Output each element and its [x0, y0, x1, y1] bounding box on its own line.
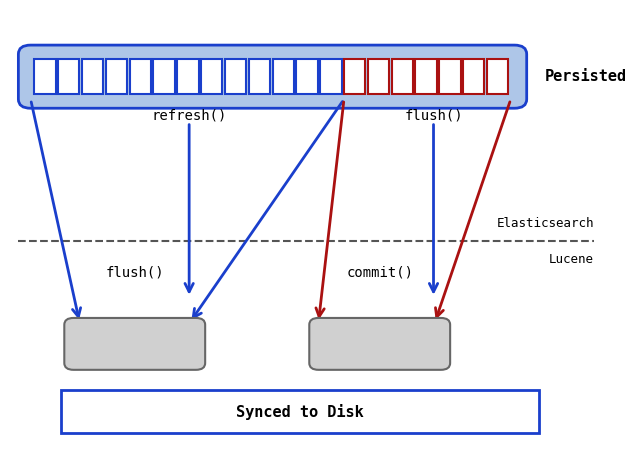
Bar [392, 59, 413, 94]
Bar [35, 59, 56, 94]
Text: Elasticsearch: Elasticsearch [497, 217, 594, 230]
Bar [129, 59, 151, 94]
Bar [201, 59, 223, 94]
Text: refresh(): refresh() [152, 108, 227, 122]
FancyBboxPatch shape [64, 318, 205, 370]
FancyBboxPatch shape [19, 45, 527, 108]
Text: commit(): commit() [346, 266, 413, 280]
Bar [487, 59, 508, 94]
Text: Synced to Disk: Synced to Disk [236, 404, 364, 419]
Text: Segment: Segment [348, 336, 412, 351]
Bar [225, 59, 246, 94]
FancyBboxPatch shape [61, 390, 539, 433]
Bar [296, 59, 317, 94]
Text: Segment: Segment [103, 336, 166, 351]
Bar [58, 59, 79, 94]
Bar [249, 59, 270, 94]
Bar [415, 59, 437, 94]
Text: flush(): flush() [404, 108, 463, 122]
Text: Persisted: Persisted [545, 69, 627, 84]
FancyBboxPatch shape [309, 318, 450, 370]
Text: Lucene: Lucene [549, 253, 594, 266]
Text: flush(): flush() [106, 266, 164, 280]
Bar [273, 59, 294, 94]
Bar [320, 59, 342, 94]
Bar [177, 59, 198, 94]
Bar [106, 59, 127, 94]
Bar [463, 59, 484, 94]
Bar [82, 59, 103, 94]
Bar [344, 59, 365, 94]
Bar [368, 59, 389, 94]
Bar [439, 59, 461, 94]
Bar [154, 59, 175, 94]
